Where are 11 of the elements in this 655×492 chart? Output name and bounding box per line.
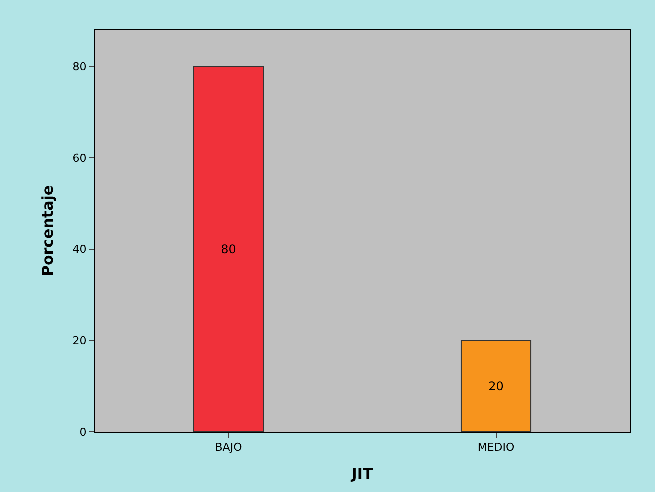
y-tick-label: 40 — [72, 243, 87, 256]
y-tick-label: 0 — [80, 426, 87, 439]
x-tick-label: BAJO — [215, 441, 243, 454]
x-tick-label: MEDIO — [478, 441, 515, 454]
data-label: 20 — [488, 379, 504, 394]
x-axis-title: JIT — [350, 465, 374, 484]
y-tick-label: 20 — [72, 334, 87, 348]
y-tick-label: 60 — [72, 152, 87, 165]
y-tick-label: 80 — [72, 60, 87, 74]
data-label: 80 — [221, 242, 236, 256]
y-axis-title: Porcentaje — [39, 185, 58, 277]
